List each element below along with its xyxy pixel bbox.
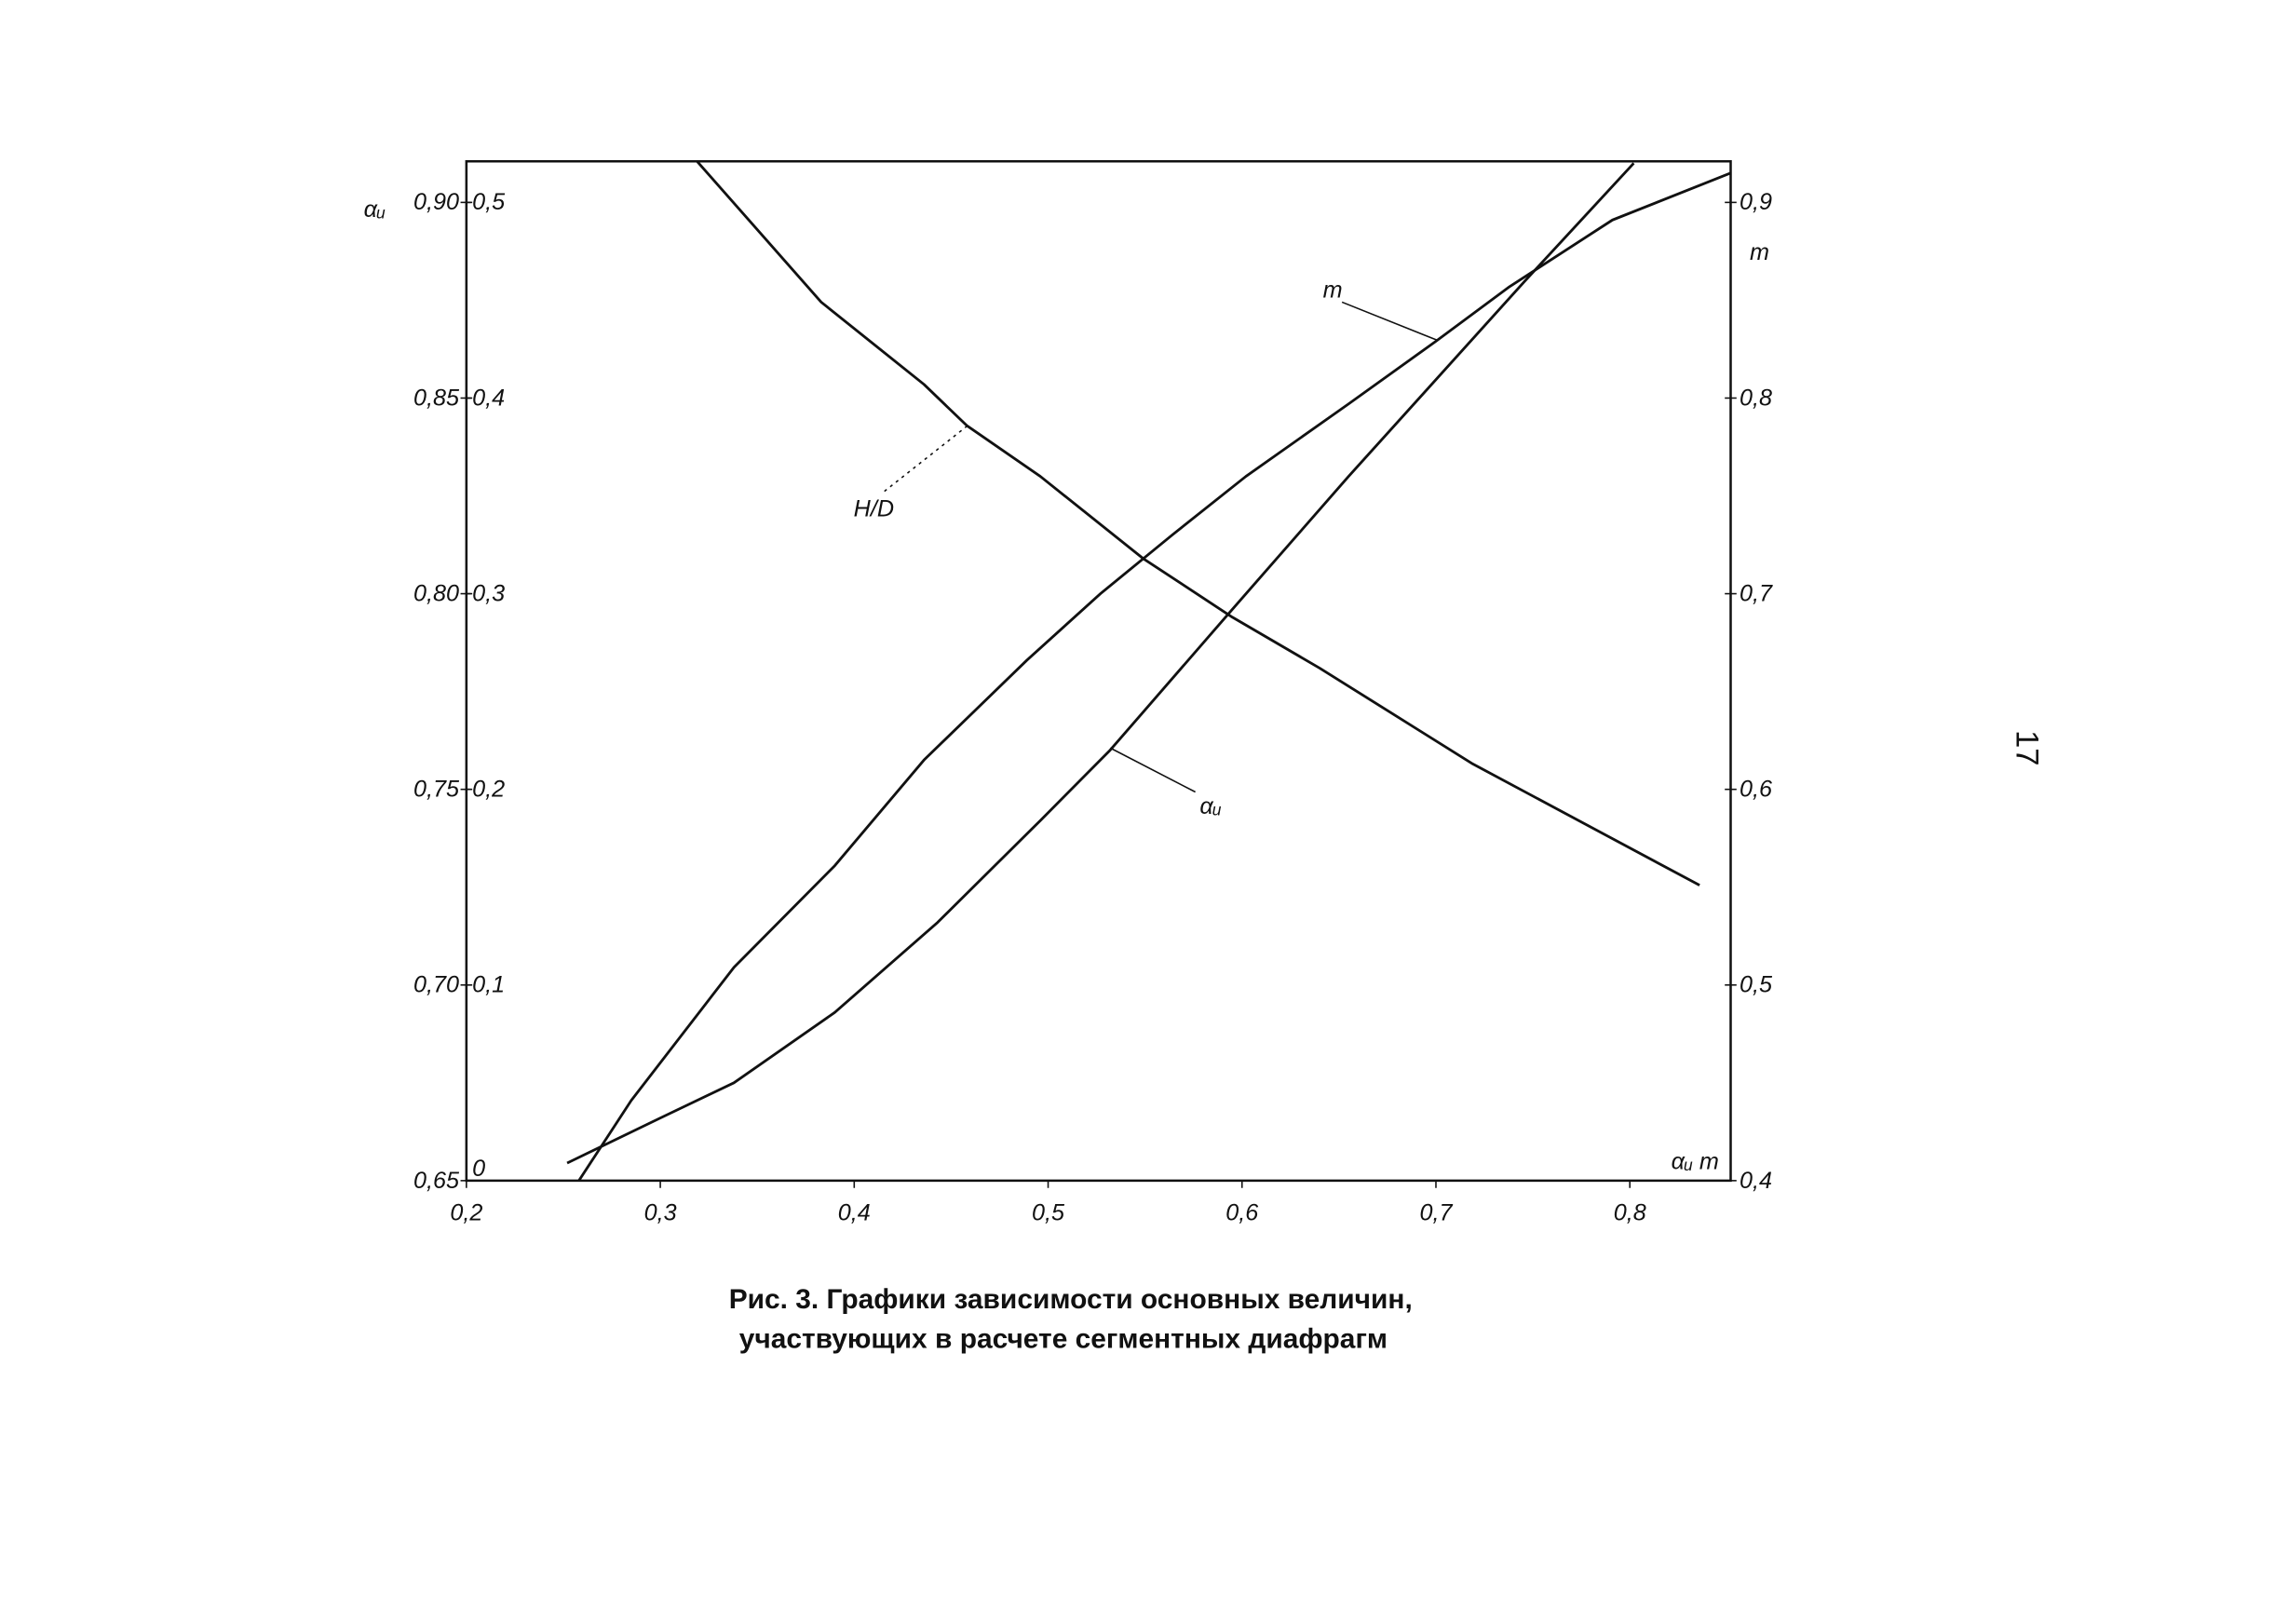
x-tick-label: 0,7 bbox=[1419, 1199, 1453, 1225]
y3-tick-label: 0,5 bbox=[472, 189, 506, 215]
y2-tick-label: 0,7 bbox=[1740, 580, 1773, 606]
y-tick-label: 0,85 bbox=[413, 385, 460, 411]
x-tick-label: 0,3 bbox=[644, 1199, 677, 1225]
y2-tick-label: 0,4 bbox=[1740, 1168, 1772, 1194]
x-tick-label: 0,8 bbox=[1614, 1199, 1646, 1225]
x-tick-label: 0,2 bbox=[450, 1199, 482, 1225]
y-tick-label: 0,75 bbox=[413, 777, 460, 803]
y3-tick-label: 0,1 bbox=[472, 972, 505, 998]
leader-line bbox=[1341, 301, 1438, 342]
x-tick-label: 0,5 bbox=[1032, 1199, 1065, 1225]
y3-tick-label: 0,4 bbox=[472, 385, 505, 411]
plot-frame bbox=[465, 159, 1732, 1183]
y2-axis-label: m bbox=[1750, 239, 1769, 265]
series-annotation: m bbox=[1323, 277, 1343, 304]
series-annotation: H/D bbox=[854, 495, 894, 521]
y-tick-label: 0,70 bbox=[413, 972, 459, 998]
series-line bbox=[696, 160, 1700, 886]
y-tick-label: 0,80 bbox=[413, 580, 459, 606]
x-axis-label: αᵤ m bbox=[1672, 1148, 1719, 1174]
series-annotation: αᵤ bbox=[1199, 793, 1221, 819]
y2-tick-label: 0,8 bbox=[1740, 385, 1772, 411]
y-axis-label: αᵤ bbox=[364, 196, 386, 223]
leader-line bbox=[1109, 747, 1196, 793]
page-number: 17 bbox=[2010, 730, 2045, 766]
y3-tick-label: 0 bbox=[472, 1156, 485, 1182]
y-tick-label: 0,90 bbox=[413, 189, 459, 215]
x-tick-label: 0,6 bbox=[1225, 1199, 1259, 1225]
caption-line: участвующих в расчете сегментных диафраг… bbox=[739, 1323, 1388, 1354]
y-tick-label: 0,65 bbox=[413, 1168, 460, 1194]
caption-line: Рис. 3. Графики зависимости основных вел… bbox=[729, 1284, 1413, 1315]
leader-line bbox=[884, 425, 968, 493]
y2-tick-label: 0,5 bbox=[1740, 972, 1773, 998]
y2-tick-label: 0,9 bbox=[1740, 189, 1772, 215]
y2-tick-label: 0,6 bbox=[1740, 777, 1773, 803]
x-tick-label: 0,4 bbox=[838, 1199, 871, 1225]
y3-tick-label: 0,3 bbox=[472, 580, 505, 606]
series-line bbox=[577, 171, 1732, 1182]
y3-tick-label: 0,2 bbox=[472, 777, 505, 803]
series-line bbox=[566, 162, 1635, 1165]
